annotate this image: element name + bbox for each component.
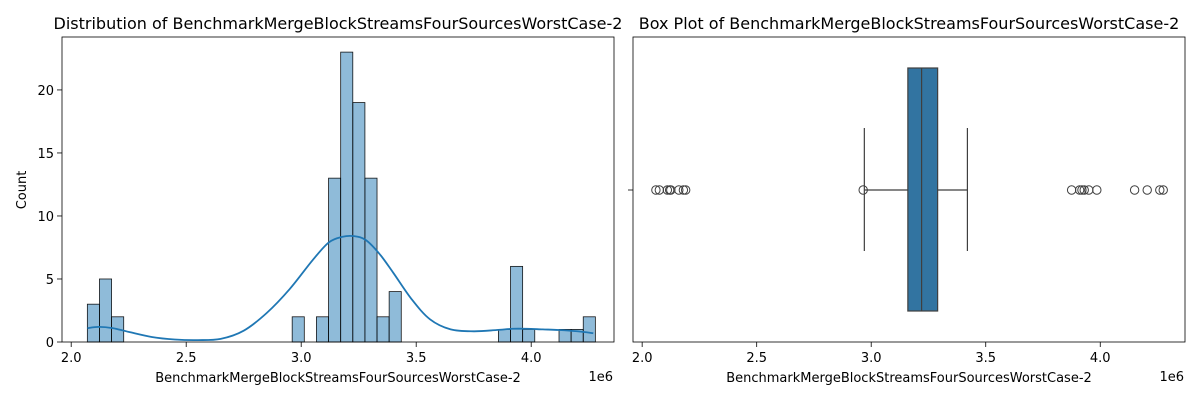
histogram-x-label: BenchmarkMergeBlockStreamsFourSourcesWor… bbox=[155, 371, 521, 386]
histogram-bar-13 bbox=[522, 328, 536, 343]
histogram-y-tick-label-1: 5 bbox=[46, 273, 54, 288]
histogram-frame bbox=[61, 36, 615, 343]
outlier-point-14 bbox=[1092, 185, 1102, 195]
outlier-point-2 bbox=[662, 185, 673, 195]
histogram-bar-8 bbox=[364, 177, 378, 343]
histogram-bar-10 bbox=[388, 291, 402, 343]
histogram-x-tick-label-4: 4.0 bbox=[521, 351, 542, 366]
histogram-bar-5 bbox=[328, 177, 342, 343]
outlier-point-16 bbox=[1142, 185, 1152, 195]
boxplot-x-tick-label-1: 2.5 bbox=[746, 351, 767, 366]
outlier-point-8 bbox=[858, 185, 868, 195]
boxplot-title: Box Plot of BenchmarkMergeBlockStreamsFo… bbox=[639, 14, 1180, 33]
histogram-bars bbox=[86, 51, 596, 343]
histogram-bar-3 bbox=[291, 316, 305, 343]
histogram-y-tick-label-0: 0 bbox=[46, 336, 54, 351]
histogram-title: Distribution of BenchmarkMergeBlockStrea… bbox=[54, 14, 623, 33]
boxplot-x-tick-label-3: 3.5 bbox=[975, 351, 996, 366]
iqr-box bbox=[907, 67, 939, 312]
boxplot-x-ticks: 2.0 2.5 3.0 3.5 4.0 bbox=[632, 342, 1111, 366]
histogram-bar-12 bbox=[510, 265, 524, 343]
outlier-point-12 bbox=[1079, 185, 1089, 195]
histogram-bar-9 bbox=[376, 316, 390, 343]
histogram-x-tick-label-0: 2.0 bbox=[61, 351, 82, 366]
boxplot-axes: Box Plot of BenchmarkMergeBlockStreamsFo… bbox=[628, 14, 1186, 386]
outlier-point-6 bbox=[678, 185, 689, 195]
histogram-bar-7 bbox=[352, 102, 366, 343]
kde-curve bbox=[87, 234, 594, 342]
histogram-y-label: Count bbox=[15, 171, 30, 210]
outlier-point-9 bbox=[1066, 185, 1077, 195]
outlier-point-10 bbox=[1074, 185, 1085, 195]
outlier-point-18 bbox=[1158, 185, 1168, 195]
outlier-point-15 bbox=[1129, 185, 1140, 195]
histogram-x-tick-label-1: 2.5 bbox=[176, 351, 197, 366]
histogram-x-ticks: 2.0 2.5 3.0 3.5 4.0 bbox=[61, 342, 542, 366]
outlier-point-5 bbox=[674, 185, 684, 195]
histogram-bar-11 bbox=[497, 328, 511, 343]
histogram-bar-1 bbox=[99, 278, 112, 343]
histogram-y-tick-label-2: 10 bbox=[37, 210, 54, 225]
boxplot-elements bbox=[651, 67, 1168, 312]
outlier-point-11 bbox=[1077, 185, 1087, 195]
histogram-bar-4 bbox=[316, 316, 329, 343]
boxplot-x-tick-label-0: 2.0 bbox=[632, 351, 653, 366]
histogram-y-tick-label-4: 20 bbox=[37, 84, 54, 99]
histogram-x-offset: 1e6 bbox=[588, 370, 613, 385]
histogram-bar-6 bbox=[340, 51, 354, 343]
boxplot-x-label: BenchmarkMergeBlockStreamsFourSourcesWor… bbox=[726, 371, 1092, 386]
histogram-bar-16 bbox=[582, 316, 596, 343]
histogram-bar-0 bbox=[86, 303, 100, 343]
outlier-point-17 bbox=[1155, 185, 1165, 195]
boxplot-x-tick-label-2: 3.0 bbox=[861, 351, 882, 366]
outlier-point-7 bbox=[680, 185, 691, 195]
boxplot-x-tick-label-4: 4.0 bbox=[1090, 351, 1111, 366]
histogram-axes: Distribution of BenchmarkMergeBlockStrea… bbox=[15, 14, 622, 386]
histogram-x-tick-label-2: 3.0 bbox=[291, 351, 312, 366]
boxplot-frame bbox=[632, 36, 1186, 343]
histogram-y-ticks: 0 5 10 15 20 bbox=[37, 84, 62, 351]
outlier-point-0 bbox=[651, 185, 661, 195]
histogram-y-tick-label-3: 15 bbox=[37, 147, 54, 162]
boxplot-x-offset: 1e6 bbox=[1159, 370, 1184, 385]
histogram-x-tick-label-3: 3.5 bbox=[406, 351, 427, 366]
